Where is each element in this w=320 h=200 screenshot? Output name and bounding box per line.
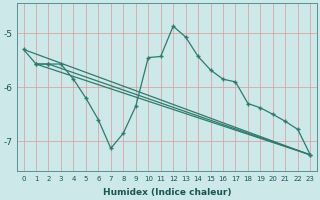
X-axis label: Humidex (Indice chaleur): Humidex (Indice chaleur)	[103, 188, 231, 197]
